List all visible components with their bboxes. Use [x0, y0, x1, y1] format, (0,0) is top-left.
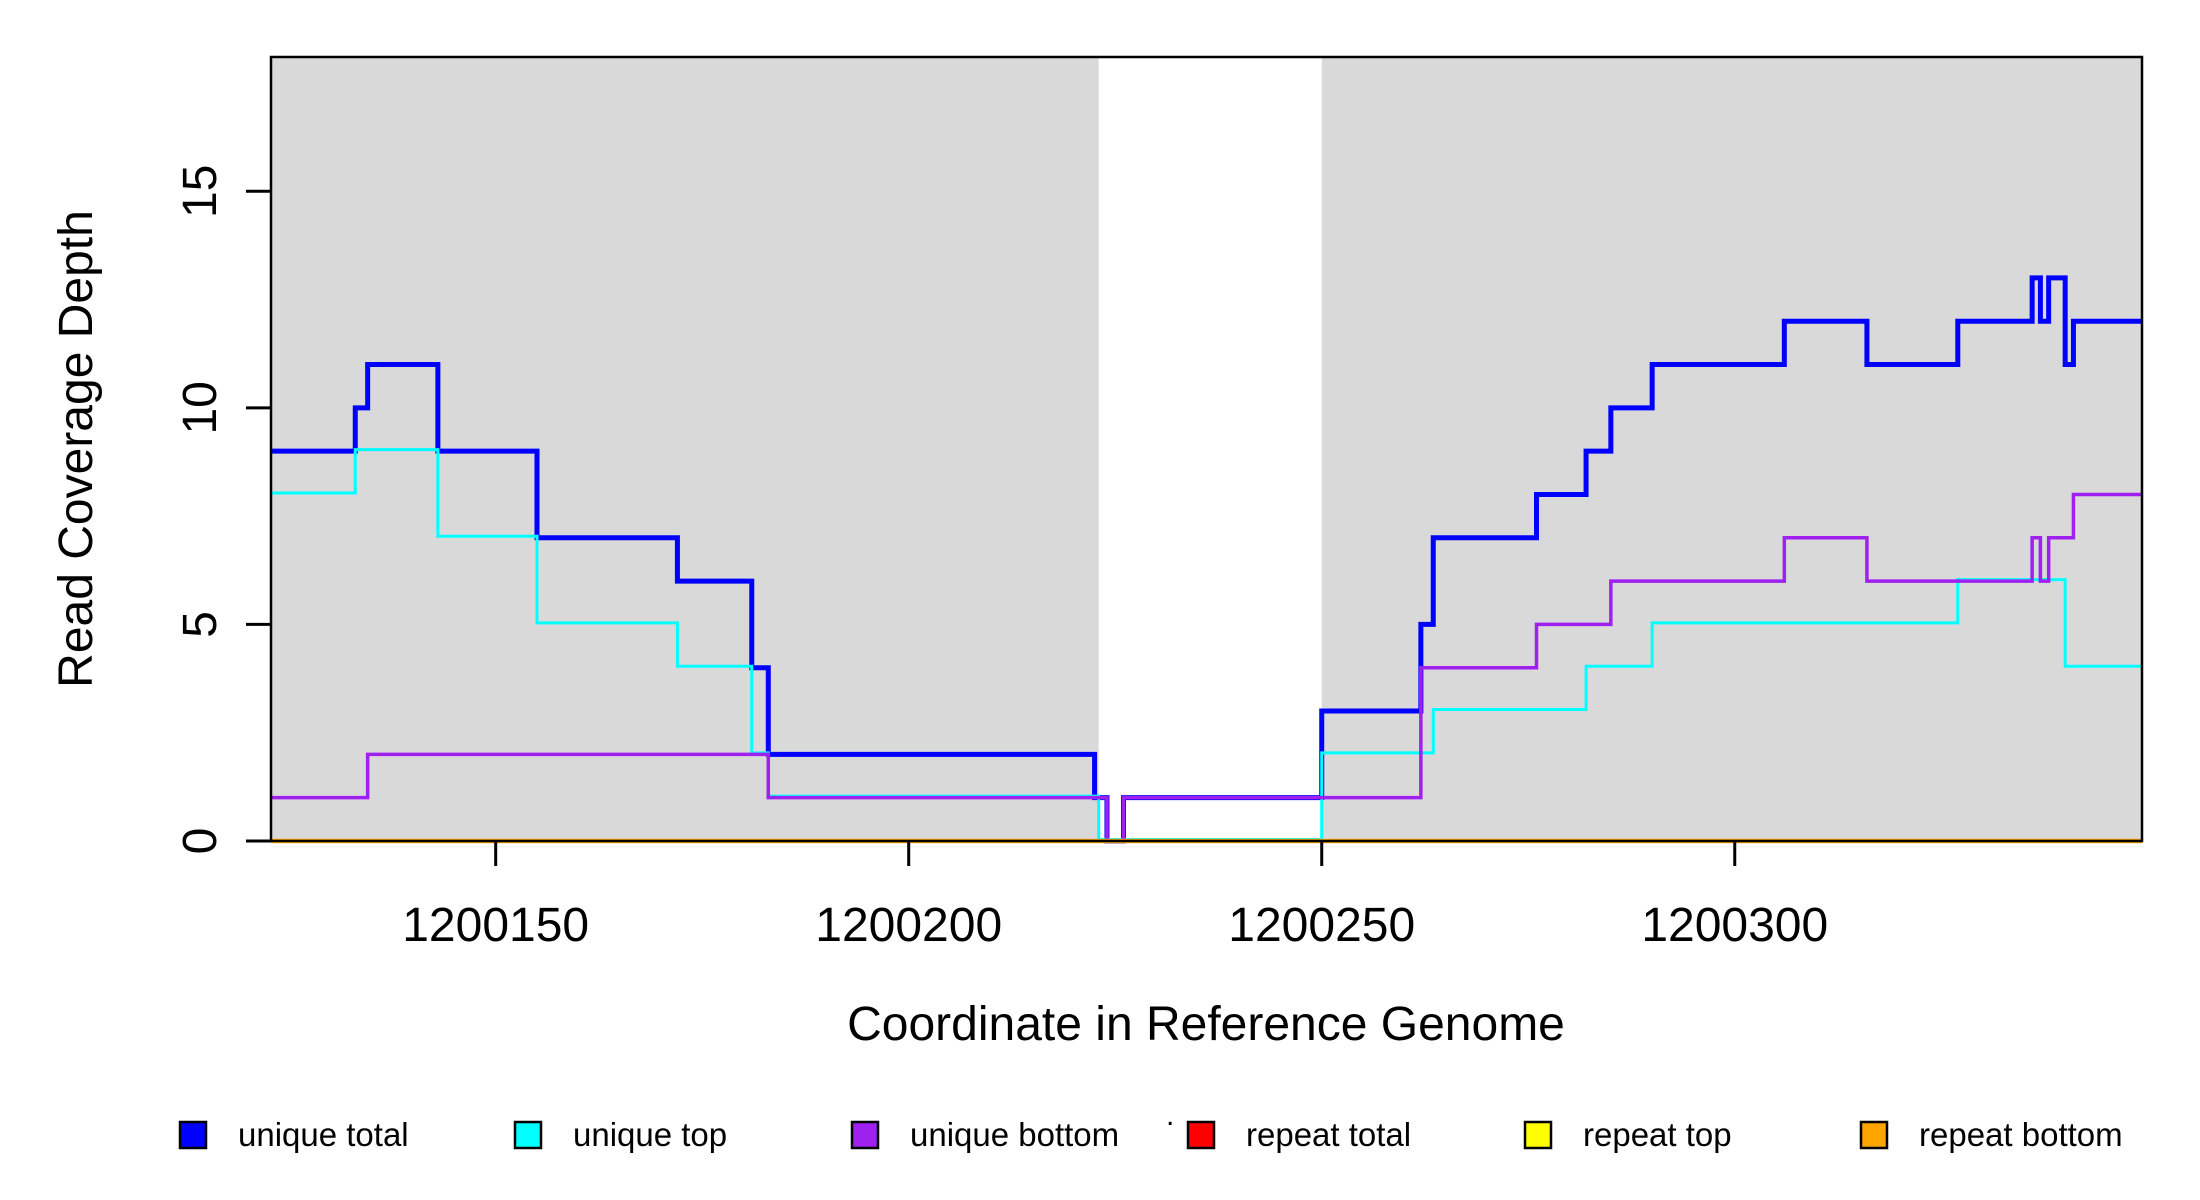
y-tick-label: 10	[174, 381, 227, 434]
y-axis-title: Read Coverage Depth	[50, 210, 103, 688]
legend-label-unique-top: unique top	[573, 1116, 727, 1153]
legend-swatch-unique-top	[513, 1120, 543, 1150]
y-tick-label: 0	[174, 828, 227, 855]
series-line-unique-top	[271, 448, 2142, 841]
shaded-regions-layer	[271, 57, 2142, 841]
legend-swatch-repeat-total	[1186, 1120, 1216, 1150]
plot-frame-layer	[269, 55, 2144, 843]
series-line-unique-total	[271, 275, 2142, 844]
legend-label-repeat-top: repeat top	[1583, 1116, 1732, 1153]
legend-swatch-unique-bottom	[850, 1120, 880, 1150]
x-axis-title: Coordinate in Reference Genome	[847, 998, 1565, 1051]
legend-swatch-unique-total	[178, 1120, 208, 1150]
x-tick-label: 1200250	[1228, 899, 1415, 952]
legend-label-unique-bottom: unique bottom	[910, 1116, 1119, 1153]
legend-swatch-repeat-top	[1523, 1120, 1553, 1150]
legend-label-repeat-bottom: repeat bottom	[1919, 1116, 2123, 1153]
legend-swatch-repeat-bottom	[1859, 1120, 1889, 1150]
y-tick-label: 5	[174, 611, 227, 638]
x-tick-label: 1200300	[1641, 899, 1828, 952]
y-tick-label: 15	[174, 165, 227, 218]
legend: unique total unique top unique bottom repea…	[178, 1116, 2123, 1153]
x-tick-label: 1200200	[815, 899, 1002, 952]
x-tick-label: 1200150	[402, 899, 589, 952]
plot-box	[269, 55, 2144, 843]
legend-label-unique-total: unique total	[238, 1116, 409, 1153]
series-line-unique-bottom	[271, 492, 2142, 843]
right-gray-region	[1321, 57, 2142, 841]
legend-label-repeat-total: repeat total	[1246, 1116, 1411, 1153]
axis-ticks-layer: 1200150 1200200 1200250 1200300 0 5 10 15	[174, 165, 1828, 952]
stray-mark: .	[1166, 1099, 1174, 1132]
